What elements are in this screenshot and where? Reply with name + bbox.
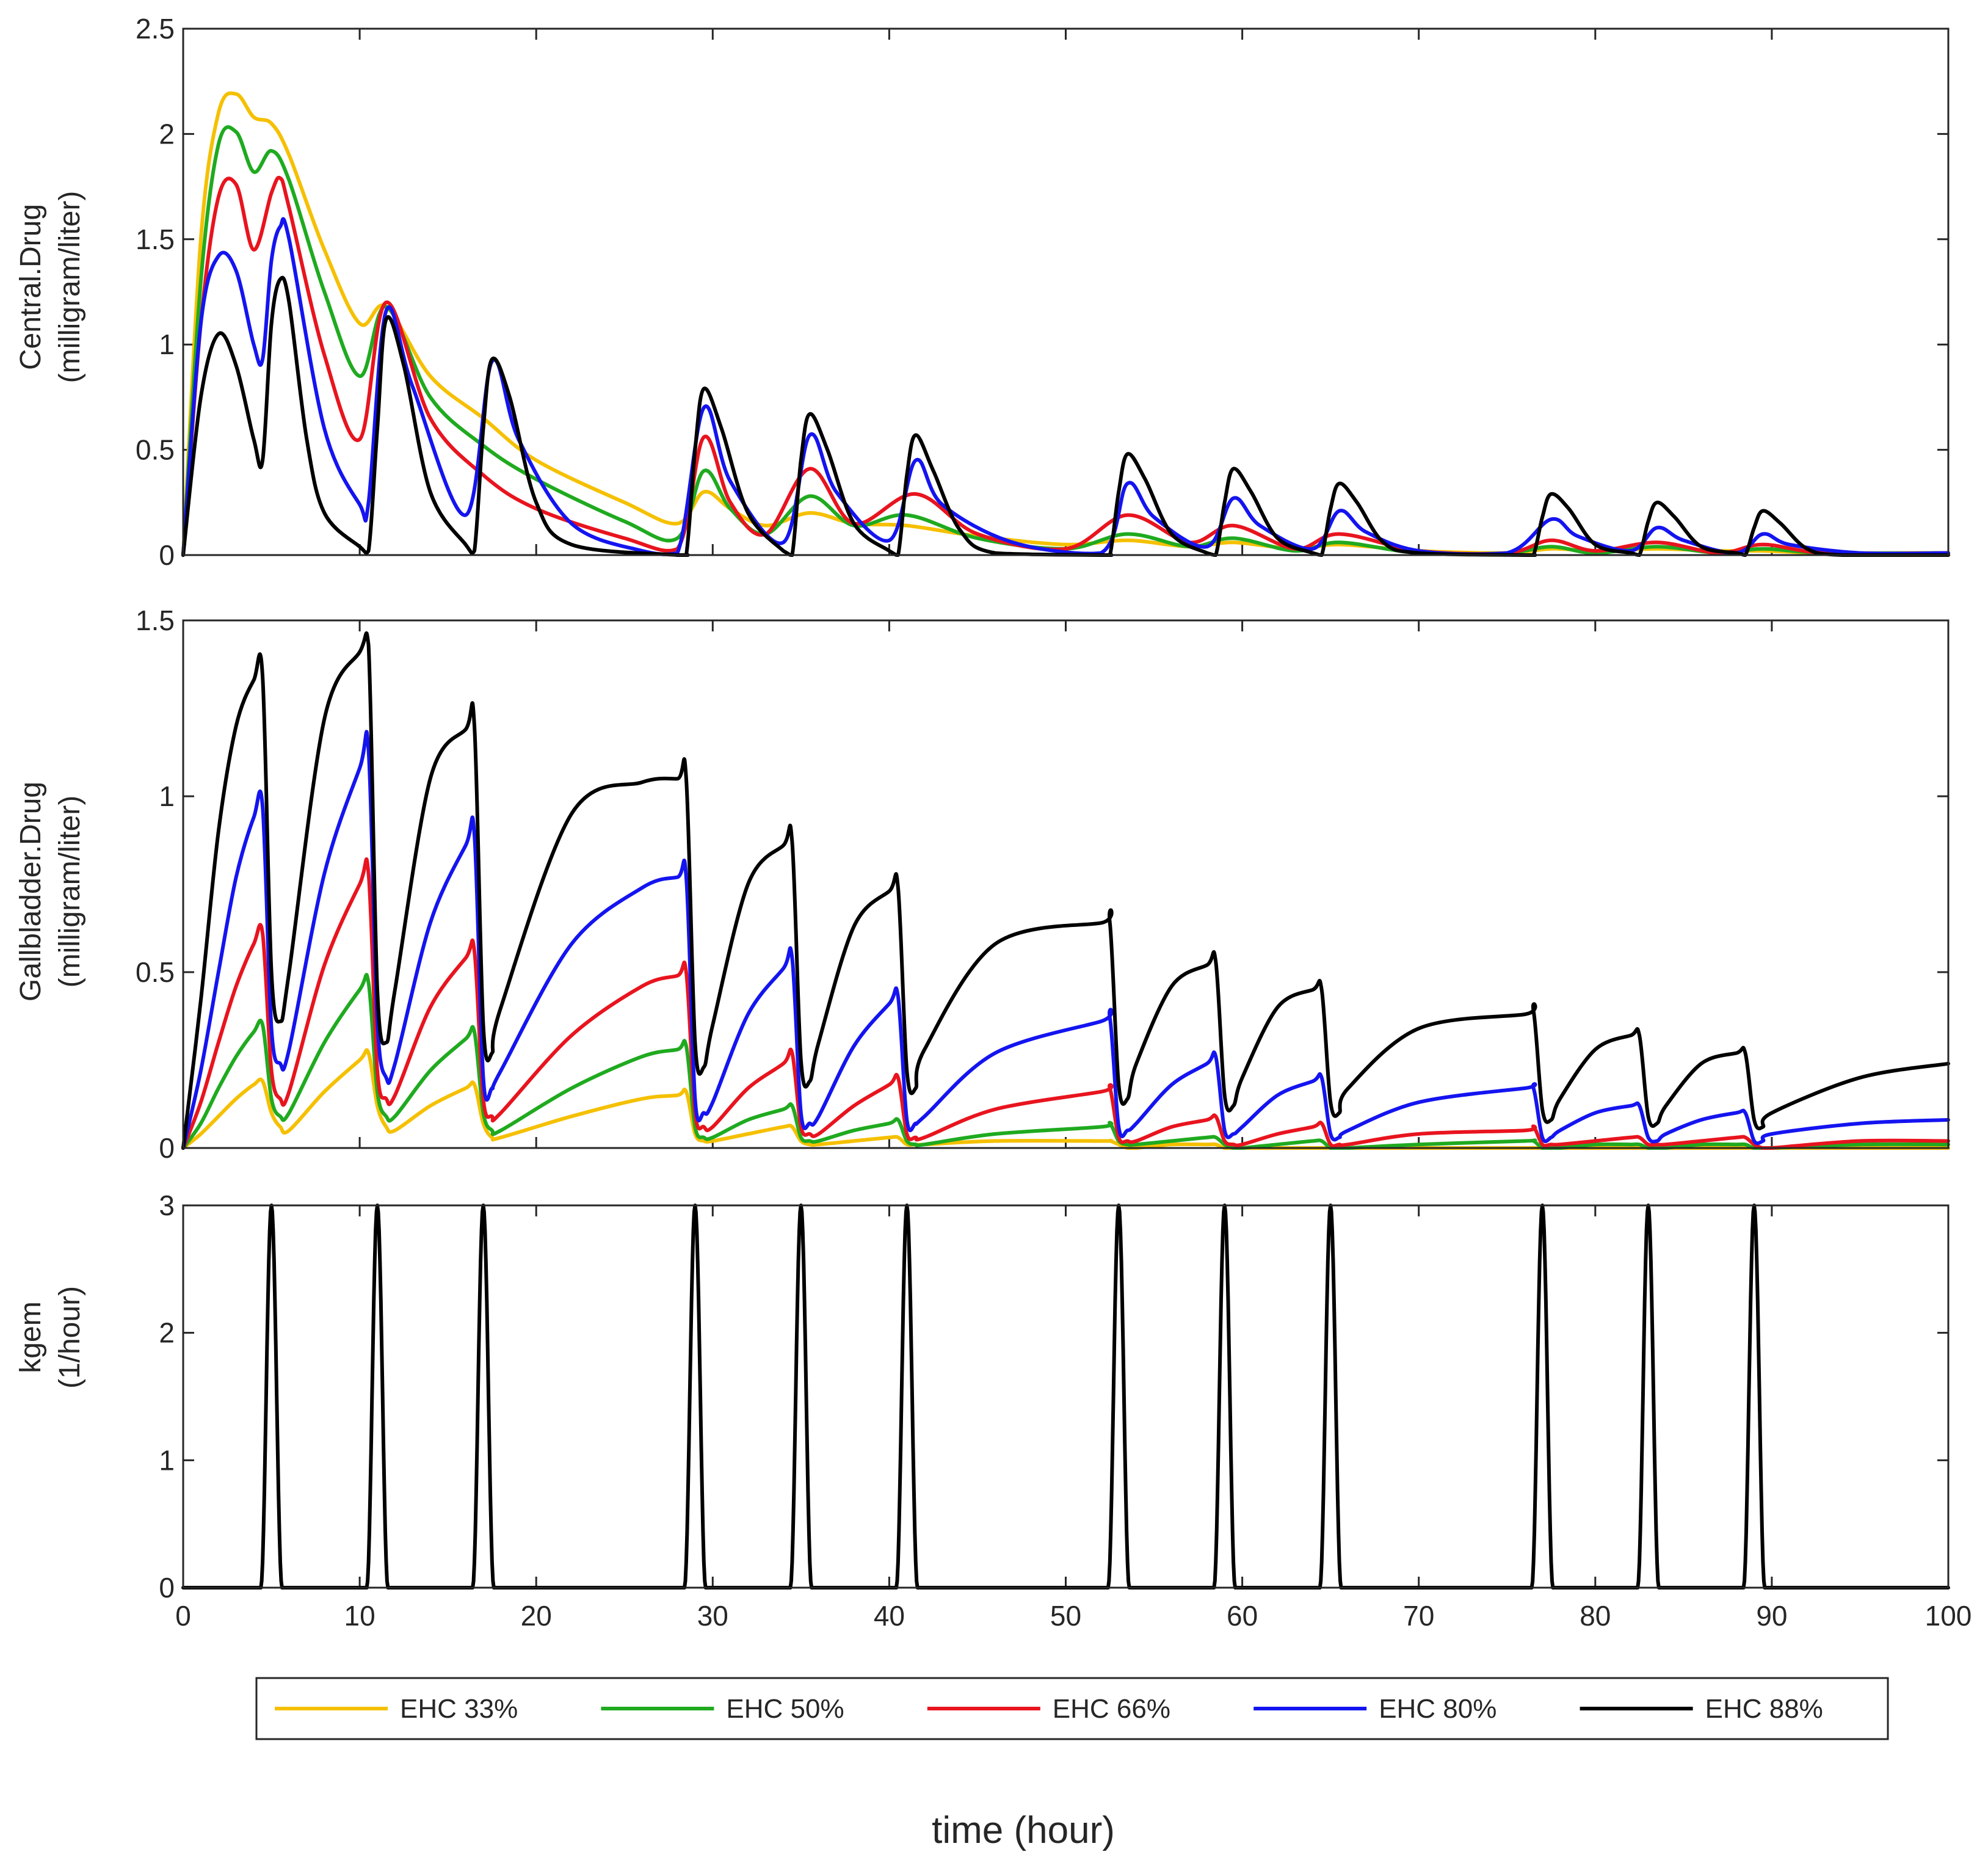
xtick-label: 20 — [521, 1600, 552, 1632]
legend-label: EHC 80% — [1379, 1694, 1496, 1724]
legend-label: EHC 50% — [726, 1694, 844, 1724]
xtick-label: 30 — [697, 1600, 728, 1632]
ytick-label: 0 — [159, 1132, 175, 1164]
panel-central: Central.Drug (milligram/liter) 0 0.5 1 1.5 2… — [15, 13, 1950, 571]
ytick-label: 2.5 — [136, 13, 175, 45]
series-line-gallbladder-ehc-80- — [181, 730, 1950, 1150]
series-line-kgem-kgem — [181, 1204, 1950, 1589]
legend: EHC 33% EHC 50% EHC 66% EHC 80% EHC 88% — [255, 1677, 1889, 1740]
xaxis-title: time (hour) — [932, 1809, 1115, 1851]
axes-frame-gallbladder — [182, 619, 1950, 1149]
series-line-central-ehc-50- — [181, 125, 1950, 557]
legend-label: EHC 33% — [400, 1694, 518, 1724]
xtick-label: 100 — [1925, 1600, 1972, 1632]
panel-gallbladder: Gallbladder.Drug (milligram/liter) 0 0.5 1… — [15, 605, 1950, 1164]
axes-frame-kgem — [182, 1204, 1950, 1589]
xtick-label: 40 — [874, 1600, 905, 1632]
ytick-label: 2 — [159, 1317, 175, 1349]
legend-label: EHC 66% — [1053, 1694, 1170, 1724]
xtick-label: 60 — [1227, 1600, 1258, 1632]
series-line-central-ehc-80- — [181, 217, 1950, 557]
xtick-label: 50 — [1050, 1600, 1081, 1632]
ytick-label: 0 — [159, 1572, 175, 1604]
ylabel-gallbladder-line1: Gallbladder.Drug — [15, 782, 47, 1001]
ytick-label: 0 — [159, 539, 175, 571]
series-line-gallbladder-ehc-50- — [181, 973, 1950, 1150]
xtick-label: 70 — [1403, 1600, 1434, 1632]
xtick-label: 90 — [1756, 1600, 1787, 1632]
series-line-central-ehc-33- — [181, 91, 1950, 557]
ylabel-kgem-line2: (1/hour) — [54, 1286, 86, 1389]
ytick-label: 1.5 — [136, 223, 175, 255]
series-line-gallbladder-ehc-66- — [181, 857, 1950, 1150]
ylabel-gallbladder-line2: (milligram/liter) — [54, 796, 86, 988]
ytick-label: 3 — [159, 1190, 175, 1221]
ytick-label: 1 — [159, 780, 175, 812]
xtick-label: 0 — [175, 1600, 191, 1632]
ylabel-central-line1: Central.Drug — [15, 204, 47, 370]
ytick-label: 1.5 — [136, 605, 175, 636]
ytick-label: 2 — [159, 118, 175, 150]
ytick-label: 0.5 — [136, 956, 175, 988]
series-line-gallbladder-ehc-33- — [181, 1048, 1950, 1150]
series-line-central-ehc-66- — [181, 175, 1950, 557]
ylabel-central-line2: (milligram/liter) — [54, 191, 86, 383]
ytick-label: 1 — [159, 329, 175, 360]
series-line-gallbladder-ehc-88- — [181, 631, 1950, 1150]
panel-kgem: kgem (1/hour) 0 1 2 3 0 10 20 30 40 50 60 70 80 90 10… — [15, 1190, 1972, 1632]
xtick-label: 80 — [1580, 1600, 1611, 1632]
ylabel-kgem-line1: kgem — [15, 1301, 47, 1373]
ytick-label: 0.5 — [136, 434, 175, 466]
xtick-label: 10 — [344, 1600, 375, 1632]
legend-label: EHC 88% — [1705, 1694, 1823, 1724]
axes-frame-central — [182, 27, 1950, 556]
ytick-label: 1 — [159, 1444, 175, 1476]
